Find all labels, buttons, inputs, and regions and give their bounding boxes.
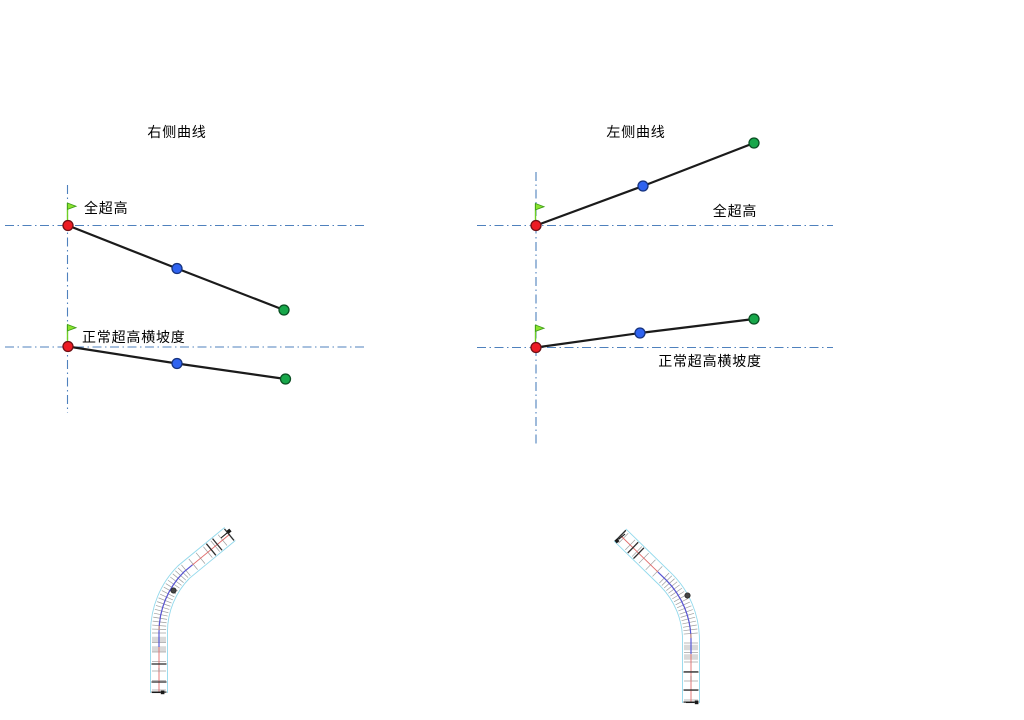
- start-point: [62, 340, 74, 353]
- right-curve-plan-group: [150, 527, 236, 695]
- label-normal-cross-slope-left: 正常超高横坡度: [658, 355, 762, 370]
- station-end-marker: [152, 690, 165, 695]
- station-end-line: [220, 532, 228, 539]
- flag-icon: [535, 324, 546, 333]
- label-full-superelevation-left: 全超高: [712, 205, 758, 220]
- station-end-marker: [686, 700, 699, 705]
- label-normal-cross-slope-right: 正常超高横坡度: [82, 331, 186, 346]
- road-curve-line: [158, 564, 193, 647]
- panel-title-right-curve: 右侧曲线: [147, 126, 207, 141]
- right-curve-elevation-group: [5, 185, 366, 413]
- road-curve-line: [657, 571, 692, 654]
- right-curve-elevation-full-superelevation: [5, 202, 366, 316]
- end-point: [748, 137, 760, 149]
- mid-point: [171, 262, 183, 275]
- road-major-tick: [633, 547, 645, 560]
- station-end-square: [694, 700, 699, 705]
- left-curve-plan-group: [613, 528, 700, 705]
- mid-point: [171, 357, 183, 370]
- end-point: [748, 313, 760, 325]
- road-major-tick: [223, 528, 235, 541]
- start-point: [530, 219, 542, 232]
- right-curve-elevation-normal-cross-slope: [5, 323, 366, 385]
- left-curve-elevation-group: [477, 137, 833, 444]
- end-point: [278, 304, 290, 316]
- end-point: [279, 373, 292, 385]
- road-major-tick: [627, 541, 639, 554]
- mid-point: [634, 327, 646, 339]
- curve-midpoint-dot: [684, 592, 691, 599]
- mid-point: [637, 180, 649, 192]
- station-end-square: [226, 528, 232, 534]
- panel-title-left-curve: 左侧曲线: [606, 126, 666, 141]
- station-end-marker: [614, 533, 626, 544]
- flag-icon: [535, 202, 546, 211]
- start-point: [530, 341, 542, 354]
- curve-midpoint-dot: [170, 587, 177, 594]
- flag-icon: [67, 323, 78, 332]
- left-curve-elevation-full-superelevation: [477, 137, 833, 232]
- road-major-tick: [205, 543, 217, 556]
- station-end-square: [614, 538, 620, 544]
- label-full-superelevation-right: 全超高: [84, 202, 129, 217]
- start-point: [62, 219, 74, 232]
- station-end-line: [618, 533, 626, 540]
- left-curve-elevation-normal-cross-slope: [477, 313, 833, 354]
- station-end-square: [160, 690, 165, 695]
- station-end-marker: [220, 528, 232, 539]
- road-major-tick: [212, 538, 223, 551]
- flag-icon: [67, 202, 78, 211]
